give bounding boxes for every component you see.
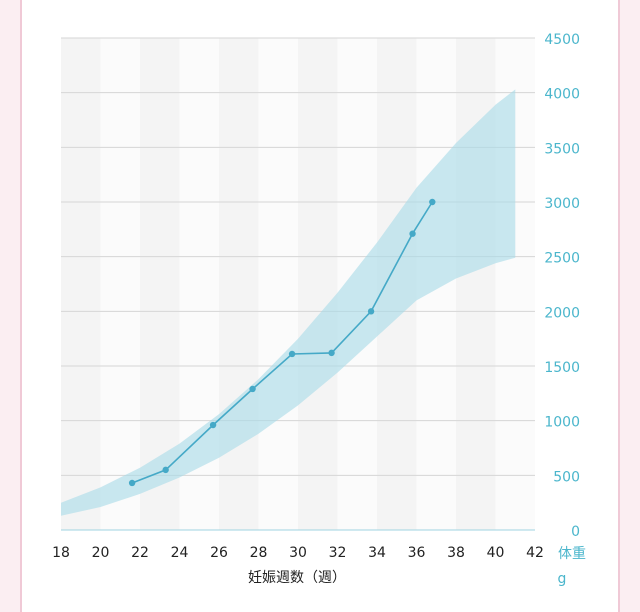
background-stripe xyxy=(61,38,101,530)
x-tick-label: 42 xyxy=(526,545,544,561)
data-point xyxy=(209,421,217,429)
x-tick-labels: 18 20 22 24 26 28 30 32 34 36 38 40 42 xyxy=(52,545,544,561)
background-stripe xyxy=(100,38,140,530)
data-point xyxy=(162,466,169,474)
x-tick-label: 38 xyxy=(447,545,465,561)
left-frame-border xyxy=(0,0,22,612)
horizontal-gridlines xyxy=(61,37,535,476)
x-tick-label: 24 xyxy=(171,545,189,561)
x-tick-label: 22 xyxy=(131,545,149,561)
data-point xyxy=(367,308,375,315)
y-tick-label: 4000 xyxy=(544,87,580,103)
x-tick-label: 20 xyxy=(92,545,110,561)
y-tick-label: 3500 xyxy=(544,141,580,157)
x-tick-label: 32 xyxy=(329,545,347,561)
y-tick-label: 3000 xyxy=(544,196,580,212)
data-point xyxy=(128,479,136,487)
right-frame-border xyxy=(618,0,640,612)
x-tick-label: 36 xyxy=(408,545,426,561)
x-tick-label: 18 xyxy=(52,545,70,561)
y-tick-label: 1000 xyxy=(544,415,580,431)
data-point xyxy=(328,349,335,357)
data-point xyxy=(288,350,296,358)
data-point xyxy=(249,385,256,393)
data-point xyxy=(429,198,436,206)
y-tick-label: 1500 xyxy=(544,360,580,376)
y-tick-label: 2000 xyxy=(544,305,580,321)
y-tick-label: 2500 xyxy=(544,251,580,267)
y-tick-labels: 0 500 1000 1500 2000 2500 3000 3500 4000 4500 xyxy=(544,32,580,540)
y-tick-label: 500 xyxy=(553,469,580,485)
background-stripe xyxy=(298,38,338,530)
background-stripes xyxy=(61,38,535,530)
weight-data-points xyxy=(128,198,436,487)
y-axis-label: 体重 xyxy=(558,546,586,562)
x-tick-label: 34 xyxy=(368,545,386,561)
x-axis-label: 妊娠週数（週） xyxy=(248,570,346,586)
background-stripe xyxy=(258,38,298,530)
y-tick-label: 0 xyxy=(571,524,580,540)
x-tick-label: 40 xyxy=(487,545,505,561)
x-tick-label: 30 xyxy=(289,545,307,561)
x-tick-label: 28 xyxy=(250,545,268,561)
reference-range-band xyxy=(61,89,516,516)
y-axis-unit: g xyxy=(558,571,567,587)
x-tick-label: 26 xyxy=(210,545,228,561)
data-point xyxy=(409,230,416,237)
y-tick-label: 4500 xyxy=(544,32,580,48)
background-stripe xyxy=(219,38,259,530)
